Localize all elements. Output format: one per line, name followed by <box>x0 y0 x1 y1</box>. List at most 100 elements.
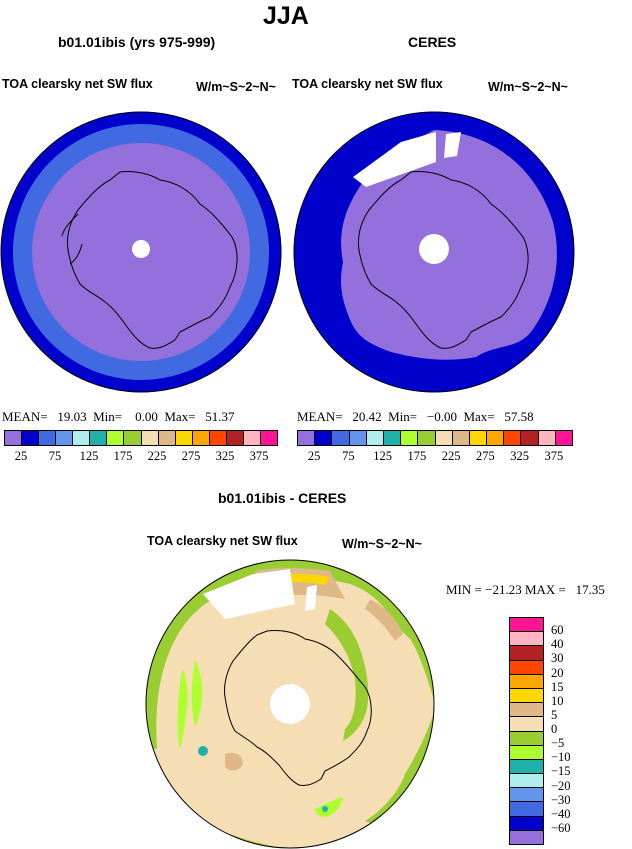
colorbar-swatch <box>510 802 543 817</box>
colorbar-tick-label: 30 <box>551 651 564 666</box>
left-variable-label: TOA clearsky net SW flux <box>2 77 153 91</box>
right-units-label: W/m~S~2~N~ <box>488 80 568 94</box>
colorbar-tick-label: 125 <box>79 449 99 463</box>
colorbar-swatch <box>124 431 142 445</box>
colorbar-swatch <box>510 646 543 661</box>
colorbar-swatch <box>22 431 40 445</box>
colorbar-tick-label: −15 <box>551 764 571 779</box>
colorbar-swatch <box>510 759 543 775</box>
diff-units-label: W/m~S~2~N~ <box>342 537 422 551</box>
colorbar-swatch <box>469 431 488 445</box>
colorbar-tick-label: 275 <box>476 449 495 463</box>
antarctica-coastline <box>224 630 372 786</box>
diff-variable-label: TOA clearsky net SW flux <box>147 534 298 548</box>
colorbar-swatch <box>243 431 261 445</box>
colorbar-swatch <box>366 431 384 445</box>
colorbar-tick-label: 40 <box>551 637 564 652</box>
colorbar-tick-label: −5 <box>551 736 565 751</box>
colorbar-tick-label: 325 <box>510 449 529 463</box>
colorbar-swatch <box>487 431 505 445</box>
colorbar-swatch <box>435 431 453 445</box>
colorbar-tick-label: 5 <box>551 707 558 722</box>
colorbar-swatch <box>383 431 402 445</box>
colorbar-swatch <box>452 431 470 445</box>
colorbar-tick-label: −60 <box>551 820 571 835</box>
colorbar-swatch <box>349 431 367 445</box>
colorbar-tick-label: 375 <box>544 449 564 463</box>
colorbar-tick-label: 175 <box>407 449 427 463</box>
left-case-title: b01.01ibis (yrs 975-999) <box>58 34 216 50</box>
colorbar-swatch <box>555 431 572 445</box>
colorbar-swatch <box>141 431 159 445</box>
colorbar-swatch <box>510 703 543 718</box>
left-units-label: W/m~S~2~N~ <box>196 80 276 94</box>
colorbar-tick-label: 125 <box>373 449 392 463</box>
colorbar-tick-label: −30 <box>551 792 571 807</box>
right-polar-map <box>293 111 575 393</box>
colorbar-tick-label: 75 <box>48 449 62 463</box>
colorbar-swatch <box>73 431 91 445</box>
colorbar-swatch <box>332 431 350 445</box>
colorbar-swatch <box>260 431 277 445</box>
colorbar-swatch <box>5 431 23 445</box>
right-variable-label: TOA clearsky net SW flux <box>292 77 443 91</box>
right-stats: MEAN= 20.42 Min= −0.00 Max= 57.58 <box>297 409 534 424</box>
diff-colorbar <box>509 617 544 845</box>
right-case-title: CERES <box>408 34 457 50</box>
colorbar-swatch <box>504 431 522 445</box>
colorbar-tick-label: 25 <box>14 449 28 463</box>
colorbar-tick-label: 325 <box>215 449 235 463</box>
colorbar-tick-label: −10 <box>551 750 571 765</box>
colorbar-tick-label: 0 <box>551 722 558 736</box>
colorbar-tick-label: 10 <box>551 693 564 708</box>
colorbar-swatch <box>510 774 543 789</box>
colorbar-swatch <box>510 674 543 689</box>
diff-stats: MIN = −21.23 MAX = 17.35 <box>446 582 605 597</box>
colorbar-tick-label: 225 <box>147 449 167 463</box>
colorbar-tick-label: 15 <box>551 679 564 694</box>
colorbar-swatch <box>510 745 543 760</box>
colorbar-swatch <box>90 431 108 445</box>
left-colorbar <box>4 430 278 446</box>
colorbar-swatch <box>510 816 543 831</box>
colorbar-tick-label: 60 <box>551 623 564 638</box>
colorbar-swatch <box>510 788 543 803</box>
colorbar-tick-label: 25 <box>307 449 321 463</box>
colorbar-tick-label: 175 <box>113 449 133 463</box>
colorbar-swatch <box>401 431 419 445</box>
colorbar-swatch <box>510 830 543 844</box>
colorbar-swatch <box>510 618 543 633</box>
colorbar-swatch <box>510 660 543 675</box>
figure-title: JJA <box>263 2 309 30</box>
colorbar-swatch <box>538 431 556 445</box>
colorbar-swatch <box>298 431 316 445</box>
colorbar-swatch <box>39 431 57 445</box>
colorbar-swatch <box>107 431 125 445</box>
colorbar-swatch <box>418 431 436 445</box>
colorbar-swatch <box>226 431 244 445</box>
colorbar-swatch <box>56 431 74 445</box>
colorbar-swatch <box>510 731 543 746</box>
left-stats: MEAN= 19.03 Min= 0.00 Max= 51.37 <box>2 409 235 424</box>
antarctica-coastline <box>358 171 529 349</box>
diff-polar-map <box>145 559 435 849</box>
antarctica-coastline <box>61 171 238 349</box>
colorbar-swatch <box>158 431 176 445</box>
colorbar-swatch <box>521 431 539 445</box>
colorbar-swatch <box>510 632 543 647</box>
colorbar-tick-label: 20 <box>551 665 564 680</box>
colorbar-swatch <box>192 431 210 445</box>
colorbar-swatch <box>510 688 543 704</box>
colorbar-swatch <box>175 431 193 445</box>
colorbar-swatch <box>315 431 333 445</box>
left-polar-map <box>0 111 282 393</box>
colorbar-tick-label: 225 <box>441 449 461 463</box>
colorbar-tick-label: −40 <box>551 806 571 821</box>
right-colorbar <box>297 430 573 446</box>
colorbar-tick-label: 275 <box>181 449 201 463</box>
colorbar-tick-label: 75 <box>342 449 355 463</box>
colorbar-swatch <box>510 717 543 732</box>
colorbar-tick-label: 375 <box>249 449 269 463</box>
diff-case-title: b01.01ibis - CERES <box>218 490 347 506</box>
colorbar-tick-label: −20 <box>551 778 571 793</box>
